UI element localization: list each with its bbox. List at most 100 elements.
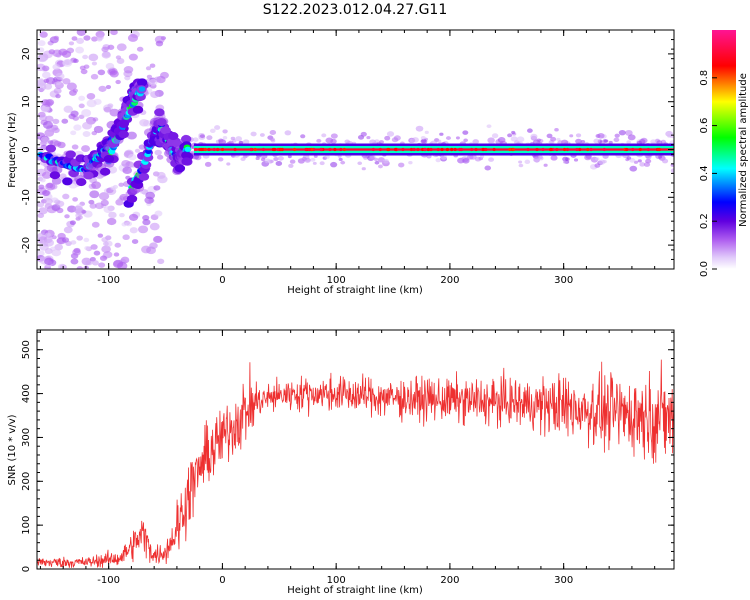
spectrogram-noise-blob xyxy=(361,167,366,171)
spectrogram-noise-blob xyxy=(511,130,516,135)
spectrogram-noise-blob xyxy=(142,219,151,226)
spectrogram-noise-blob xyxy=(38,78,44,83)
spectrogram-noise-blob xyxy=(102,51,111,58)
spectrogram-noise-blob xyxy=(76,30,87,36)
spectrogram-noise-blob xyxy=(661,158,669,164)
spectrogram-noise-blob xyxy=(377,164,383,169)
spectrogram-noise-blob xyxy=(59,173,67,180)
carrier-peak-dot xyxy=(657,147,662,152)
spectrogram-noise-blob xyxy=(275,160,283,167)
y-tick-label: 100 xyxy=(21,516,32,535)
spectrogram-noise-blob xyxy=(145,191,156,200)
spectrogram-trace-halo xyxy=(132,105,144,114)
spectrogram-noise-blob xyxy=(415,125,424,132)
spectrogram-noise-blob xyxy=(66,82,77,91)
carrier-peak-dot xyxy=(273,147,277,152)
carrier-peak-dot xyxy=(602,147,606,152)
carrier-peak-dot xyxy=(253,147,257,152)
spectrogram-trace-halo xyxy=(118,130,129,139)
spectrogram-noise-blob xyxy=(154,149,162,156)
spectrogram-trace-halo xyxy=(138,172,150,181)
carrier-peak-dot xyxy=(203,147,207,152)
spectrogram-trace-halo xyxy=(136,78,148,87)
carrier-peak-dot xyxy=(307,147,311,152)
spectrogram-noise-blob xyxy=(73,58,79,64)
spectrogram-noise-blob xyxy=(330,161,338,168)
carrier-line xyxy=(193,148,674,151)
carrier-peak-dot xyxy=(304,147,308,152)
spectrogram-noise-blob xyxy=(81,109,92,117)
carrier-peak-dot xyxy=(484,147,488,152)
spectrogram-noise-blob xyxy=(242,139,250,145)
spectrogram-noise-blob xyxy=(625,129,633,136)
spectrogram-noise-blob xyxy=(409,138,416,144)
spectrogram-noise-blob xyxy=(73,124,82,131)
spectrogram-trace-halo xyxy=(126,194,138,203)
snr-ylabel: SNR (10 * v/v) xyxy=(7,414,18,485)
spectrogram-noise-blob xyxy=(83,237,90,243)
spectrogram-noise-blob xyxy=(312,161,317,165)
spectrogram-noise-blob xyxy=(51,197,59,203)
spectrogram-noise-blob xyxy=(319,161,325,166)
spectrogram-noise-blob xyxy=(149,222,160,231)
spectrogram-noise-blob xyxy=(603,139,609,143)
spectrogram-noise-blob xyxy=(43,197,53,205)
spectrogram-trace-core xyxy=(184,146,192,152)
y-tick-label: -10 xyxy=(21,189,32,205)
spectrogram-noise-blob xyxy=(56,207,64,214)
spectrogram-noise-blob xyxy=(206,135,213,141)
spectrogram-noise-blob xyxy=(64,214,70,219)
carrier-peak-dot xyxy=(292,147,297,152)
spectrogram-noise-blob xyxy=(226,162,231,166)
spectrogram-trace-halo xyxy=(168,132,179,141)
x-tick-label: 100 xyxy=(327,275,346,286)
carrier-peak-dot xyxy=(492,147,496,152)
spectrogram-noise-blob xyxy=(218,138,224,143)
carrier-peak-dot xyxy=(310,147,314,152)
spectrogram-noise-blob xyxy=(264,158,271,164)
spectrogram-noise-blob xyxy=(52,63,61,71)
spectrogram-noise-blob xyxy=(222,129,228,134)
spectrogram-noise-blob xyxy=(230,136,236,141)
spectrogram-noise-blob xyxy=(242,154,248,159)
spectrogram-noise-blob xyxy=(115,55,122,60)
carrier-peak-dot xyxy=(207,147,211,152)
spectrogram-noise-blob xyxy=(554,127,559,132)
spectrogram-noise-blob xyxy=(516,136,525,143)
spectrogram-noise-blob xyxy=(324,154,330,159)
spectrogram-noise-blob xyxy=(105,85,112,90)
spectrogram-noise-blob xyxy=(37,54,48,63)
spectrogram-trace-halo xyxy=(174,164,186,173)
spectrogram-noise-blob xyxy=(269,130,277,136)
spectrogram-noise-blob xyxy=(235,136,243,142)
spectrogram-noise-blob xyxy=(384,135,391,141)
spectrogram-noise-blob xyxy=(199,134,205,139)
spectrogram-noise-blob xyxy=(440,154,448,160)
spectrogram-noise-blob xyxy=(499,137,504,142)
spectrogram-noise-blob xyxy=(89,203,97,209)
spectrogram-noise-blob xyxy=(37,201,45,208)
spectrogram-noise-blob xyxy=(56,200,65,207)
spectrogram-noise-blob xyxy=(338,157,343,162)
spectrogram-noise-blob xyxy=(105,62,115,70)
spectrogram-noise-blob xyxy=(54,243,63,251)
spectrogram-noise-blob xyxy=(518,160,523,164)
spectrogram-noise-blob xyxy=(107,103,114,108)
spectrogram-noise-blob xyxy=(99,255,108,261)
carrier-peak-dot xyxy=(440,147,444,152)
spectrogram-noise-blob xyxy=(608,140,613,145)
spectrogram-noise-blob xyxy=(330,133,338,139)
spectrogram-noise-blob xyxy=(119,212,125,218)
carrier-peak-dot xyxy=(565,147,570,152)
spectrogram-noise-blob xyxy=(76,235,84,241)
spectrogram-noise-blob xyxy=(107,44,115,50)
spectrogram-trace-halo xyxy=(181,157,192,166)
spectrogram-noise-blob xyxy=(43,99,53,108)
spectrogram-noise-blob xyxy=(366,136,371,140)
colorbar-tick-label: 0.8 xyxy=(699,70,710,86)
spectrogram-trace-halo xyxy=(160,126,171,135)
spectrogram-noise-blob xyxy=(37,213,45,219)
spectrogram-noise-blob xyxy=(357,134,365,140)
carrier-peak-dot xyxy=(319,147,323,152)
